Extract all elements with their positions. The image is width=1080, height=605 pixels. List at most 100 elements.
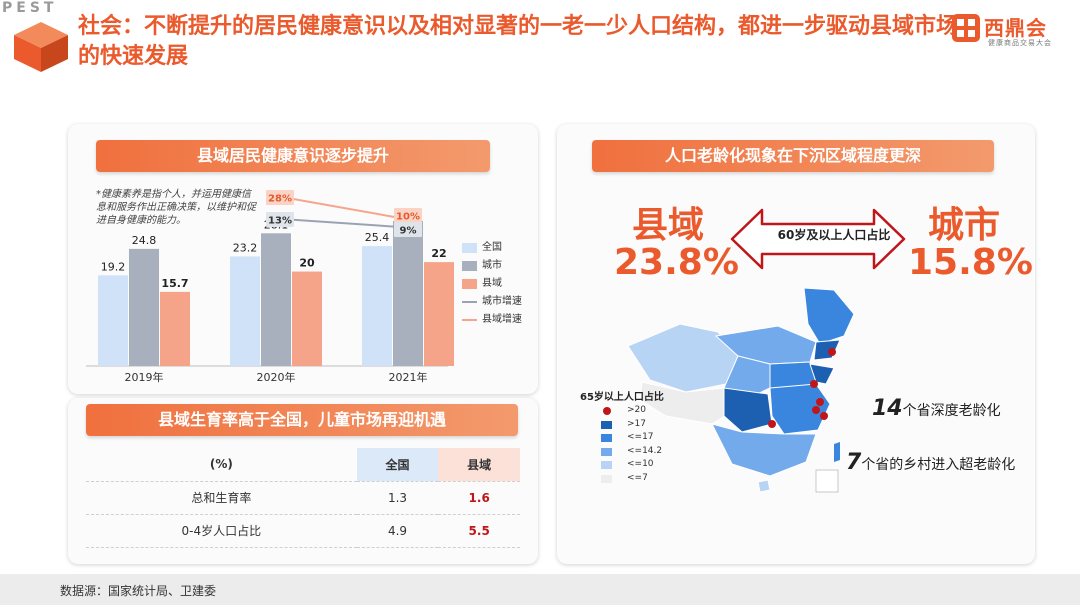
map-legend-label: >20: [627, 405, 646, 415]
table-cell: 1.3: [356, 481, 439, 515]
legend-swatch: [601, 434, 612, 442]
map-region-west: [627, 323, 739, 393]
map-legend-label: <=7: [627, 472, 648, 483]
county-growth-2020: 28%: [268, 194, 292, 205]
bar-0-0: [98, 275, 128, 366]
legend-swatch: [462, 243, 477, 253]
arrow-label: 60岁及以上人口占比: [777, 228, 891, 242]
city-value: 15.8%: [908, 242, 1033, 283]
rural-aging-annotation: 7个省的乡村进入超老龄化: [846, 450, 1015, 475]
map-dot: [812, 406, 820, 414]
x-tick-label: 2020年: [257, 370, 296, 384]
legend-swatch: [601, 461, 612, 469]
legend-label: 县域增速: [482, 314, 522, 325]
map-region-east: [769, 383, 831, 435]
map-region-hainan: [757, 479, 771, 493]
deep-aging-count: 14: [872, 396, 903, 421]
map-legend-label: <=10: [627, 459, 654, 469]
brand-logo: 西鼎会 健康商品交易大会: [952, 14, 1062, 54]
bar-value-label: 15.7: [161, 277, 188, 290]
table-header-cell: (%): [86, 448, 357, 482]
double-arrow-icon: [730, 208, 906, 270]
legend-swatch: [462, 279, 477, 289]
legend-label: 全国: [482, 242, 502, 253]
map-legend-title: 65岁以上人口占比: [580, 392, 664, 403]
legend-swatch: [601, 474, 612, 483]
map-dot: [816, 398, 824, 406]
table-cell: 1.6: [438, 481, 520, 515]
county-growth-2021-box: [394, 208, 422, 223]
x-tick-label: 2021年: [389, 370, 428, 384]
legend-item-county-growth: 县域增速: [462, 311, 522, 329]
bar-value-label: 25.4: [365, 231, 390, 244]
logo-subtitle: 健康商品交易大会: [988, 39, 1052, 47]
bar-value-label: 24.8: [132, 234, 157, 247]
legend-item-city: 城市: [462, 257, 522, 275]
china-aging-map: [627, 287, 855, 493]
legend-dot-icon: [603, 407, 611, 415]
legend-item-city-growth: 城市增速: [462, 293, 522, 311]
bar-2-2: [424, 262, 454, 366]
county-growth-line: [281, 196, 401, 219]
bar-1-1: [261, 233, 291, 366]
map-legend-label: >17: [627, 418, 646, 429]
bar-0-2: [362, 246, 392, 366]
bar-value-label: 23.2: [233, 241, 258, 254]
deep-aging-text: 个省深度老龄化: [902, 403, 1001, 419]
city-growth-line: [281, 218, 401, 228]
cube-icon: [14, 22, 68, 72]
county-value: 23.8%: [614, 242, 739, 283]
page-title: 社会：不断提升的居民健康意识以及相对显著的一老一少人口结构，都进一步驱动县域市场…: [78, 14, 959, 69]
aging-banner: 人口老龄化现象在下沉区域程度更深: [592, 140, 994, 172]
bar-0-1: [230, 256, 260, 366]
map-legend-item: <=14.2: [597, 445, 662, 459]
logo-name: 西鼎会: [984, 16, 1047, 40]
data-source: 数据源：国家统计局、卫建委: [60, 584, 217, 598]
bar-2-0: [160, 291, 190, 366]
health-literacy-chart: 19.224.815.72019年23.228.1202020年25.430.7…: [86, 190, 454, 384]
legend-line: [462, 301, 477, 303]
map-region-shandong: [809, 363, 835, 385]
rural-aging-count: 7: [846, 450, 862, 475]
map-legend-item: <=17: [597, 431, 662, 445]
map-region-south: [711, 423, 817, 477]
map-dot: [828, 348, 836, 356]
bar-value-label: 22: [431, 247, 446, 260]
legend-swatch: [601, 447, 612, 456]
map-dot: [768, 420, 776, 428]
legend-swatch: [462, 261, 477, 271]
map-legend-item: <=10: [597, 458, 662, 472]
x-tick-label: 2019年: [125, 370, 164, 384]
bar-1-0: [129, 248, 159, 366]
pest-label: PEST: [2, 0, 58, 16]
table-header-cell: 全国: [356, 448, 439, 482]
health-literacy-note: *健康素养是指个人，并运用健康信息和服务作出正确决策，以维护和促进自身健康的能力…: [96, 189, 256, 226]
bar-value-label: 19.2: [101, 260, 126, 273]
legend-label: 城市: [482, 260, 502, 271]
rural-aging-text: 个省的乡村进入超老龄化: [861, 457, 1016, 473]
table-cell: 5.5: [438, 514, 520, 548]
bar-2-1: [292, 271, 322, 366]
map-region-liaoning: [813, 339, 841, 361]
map-legend-item: >17: [597, 418, 662, 432]
table-cell: 4.9: [356, 514, 439, 548]
table-cell: 总和生育率: [86, 481, 357, 515]
map-legend-label: <=17: [627, 432, 654, 442]
health-banner: 县域居民健康意识逐步提升: [96, 140, 490, 172]
map-dot: [810, 380, 818, 388]
map-dot: [820, 412, 828, 420]
logo-mark-icon: [952, 14, 980, 42]
map-region-northeast: [803, 287, 855, 345]
table-header-row: (%) 全国 县域: [86, 448, 520, 482]
chart-legend: 全国 城市 县域 城市增速 县域增速: [462, 239, 522, 329]
county-growth-2021: 10%: [396, 212, 420, 223]
legend-label: 县域: [482, 278, 502, 289]
fertility-table: (%) 全国 县域 总和生育率 1.3 1.6 0-4岁人口占比 4.9 5.5: [86, 448, 520, 548]
city-growth-2021-box: [394, 222, 422, 237]
table-row: 总和生育率 1.3 1.6: [86, 481, 520, 515]
map-region-taiwan: [834, 442, 840, 462]
city-growth-2020: 13%: [268, 216, 292, 227]
map-inset-south-sea: [815, 469, 839, 493]
footer-bar: [0, 574, 1080, 605]
map-region-sichuan: [723, 387, 773, 433]
